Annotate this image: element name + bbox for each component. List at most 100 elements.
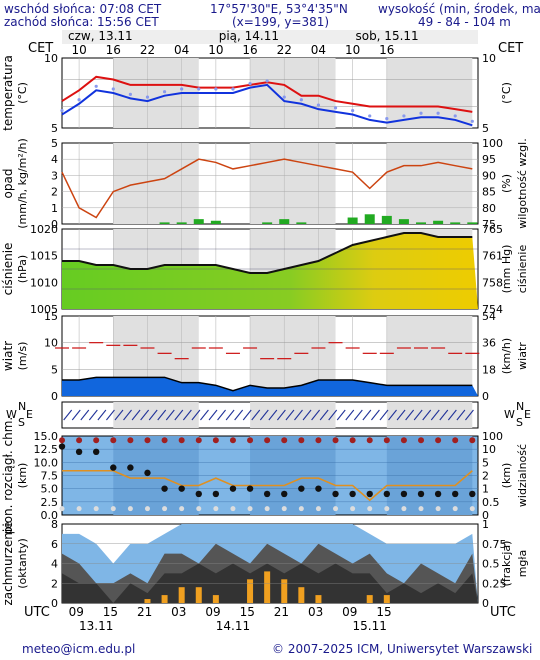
bottom-day-label: 15.11 [353, 619, 387, 633]
wind-dir-arrow [276, 409, 286, 421]
panel-left-unit: (mm/h, kg/m²/h) [16, 138, 29, 229]
panel-right-tick: 80 [482, 202, 496, 215]
panel-right-tick: 75 [482, 218, 496, 231]
panel-right-tick: 758 [482, 276, 503, 289]
panel-right-label: wiatr [516, 342, 529, 370]
bottom-tz-label-right: UTC [490, 605, 516, 620]
panel-left-tick: 5.0 [41, 483, 59, 496]
precip-bar [398, 219, 409, 224]
top-hour-label: 10 [345, 43, 360, 57]
panel-left-tick: 8 [51, 518, 58, 531]
wind-dir-arrow [413, 409, 423, 421]
wind-dir-arrow [370, 409, 380, 421]
panel-left-tick: 15.0 [34, 430, 59, 443]
wind-dir-compass-left: E [26, 408, 33, 421]
wind-dir-arrow [88, 409, 98, 421]
panel-right-tick: 10 [482, 52, 496, 65]
top-day-label: sob, 15.11 [355, 29, 418, 43]
bottom-hour-label: 15 [376, 605, 391, 619]
panel-right-tick: 754 [482, 303, 503, 316]
precip-bar [176, 222, 187, 224]
panel-left-tick: 0 [51, 597, 58, 610]
cloud-top-dot [383, 437, 390, 444]
bottom-hour-label: 21 [137, 605, 152, 619]
fog-bar [264, 571, 271, 603]
panel-right-unit: (°C) [500, 82, 513, 104]
cloud-low-dot [162, 506, 168, 512]
bottom-day-label: 13.11 [79, 619, 113, 633]
wind-dir-arrow [268, 409, 278, 421]
grid-point-text: (x=199, y=381) [232, 15, 330, 29]
wind-dir-arrow [106, 409, 115, 421]
top-hour-label: 16 [242, 43, 257, 57]
cloud-low-dot [401, 506, 407, 512]
panel-left-tick: 4 [51, 558, 58, 571]
panel-right-tick: 0.5 [482, 496, 500, 509]
cloud-low-dot [93, 506, 99, 512]
cloud-low-dot [384, 506, 390, 512]
panel-left-tick: 5 [51, 363, 58, 376]
wind-dir-arrow [165, 409, 175, 421]
cloud-base-dot [110, 464, 117, 471]
top-hour-label: 22 [277, 43, 292, 57]
night-shade [386, 316, 473, 396]
temperature-point [470, 119, 474, 123]
wind-dir-arrow [353, 409, 363, 421]
panel-left-tick: 3 [51, 169, 58, 182]
top-hour-label: 10 [208, 43, 223, 57]
panel-left-unit: (km) [16, 463, 29, 489]
wind-speed-line [62, 376, 473, 392]
fog-bar [247, 579, 254, 603]
panel-left-label: pion. rozciągł. chm. [1, 417, 15, 535]
pressure-line [62, 232, 473, 274]
cloud-base-dot [263, 490, 271, 498]
cloud-top-dot [264, 437, 271, 444]
panel-right-tick: 0 [482, 597, 489, 610]
contact-email[interactable]: meteo@icm.edu.pl [22, 642, 136, 656]
top-hour-label: 22 [140, 43, 155, 57]
temperature-point [402, 114, 406, 118]
panel-right-tick: 90 [482, 169, 496, 182]
panel-left-tick: 5 [51, 137, 58, 150]
cloud-base-dot [195, 490, 202, 498]
panel-right-tick: 100 [482, 430, 503, 443]
wind-dir-arrow [294, 409, 303, 421]
top-hour-label: 16 [379, 43, 394, 57]
temperature-point [197, 87, 201, 91]
top-day-label: czw, 13.11 [68, 29, 133, 43]
fog-bar [281, 579, 288, 603]
fog-bar [383, 595, 390, 603]
cloud-low-dot [469, 506, 475, 512]
humidity-line [61, 158, 473, 219]
cloud-base-dot [349, 490, 356, 498]
panel-left-tick: 0 [51, 390, 58, 403]
cloud-base-dot [246, 485, 254, 492]
sunrise-text: wschód słońca: 07:08 CET [4, 2, 162, 16]
bottom-hour-label: 15 [240, 605, 255, 619]
top-date-band [62, 30, 478, 44]
panel-left-unit: (°C) [16, 82, 29, 104]
panel-left-tick: 15 [44, 310, 58, 323]
temperature-min-line [61, 83, 473, 127]
night-shade [250, 402, 336, 428]
precip-bar [381, 215, 392, 224]
wind-dir-arrow [336, 409, 346, 421]
panel-left-tick: 1020 [30, 223, 58, 236]
wind-dir-arrow [234, 409, 244, 421]
fog-bar [212, 595, 219, 603]
panel-right-tick: 18 [482, 363, 496, 376]
temperature-point [351, 108, 355, 113]
panel-left-tick: 10.0 [34, 456, 59, 469]
cloud-base-dot [281, 490, 288, 498]
wind-dir-arrow [242, 409, 252, 421]
panel-right-tick: 85 [482, 186, 496, 199]
cloud-top-dot [366, 437, 373, 444]
temperature-point [299, 98, 303, 102]
wind-dir-arrow [447, 409, 457, 421]
temperature-point [436, 111, 440, 115]
cloud-base-dot [58, 443, 66, 450]
wind-dir-arrow [114, 409, 124, 421]
top-hour-label: 04 [174, 43, 189, 57]
wind-dir-arrow [208, 409, 218, 421]
panel-right-tick: 100 [482, 137, 503, 150]
